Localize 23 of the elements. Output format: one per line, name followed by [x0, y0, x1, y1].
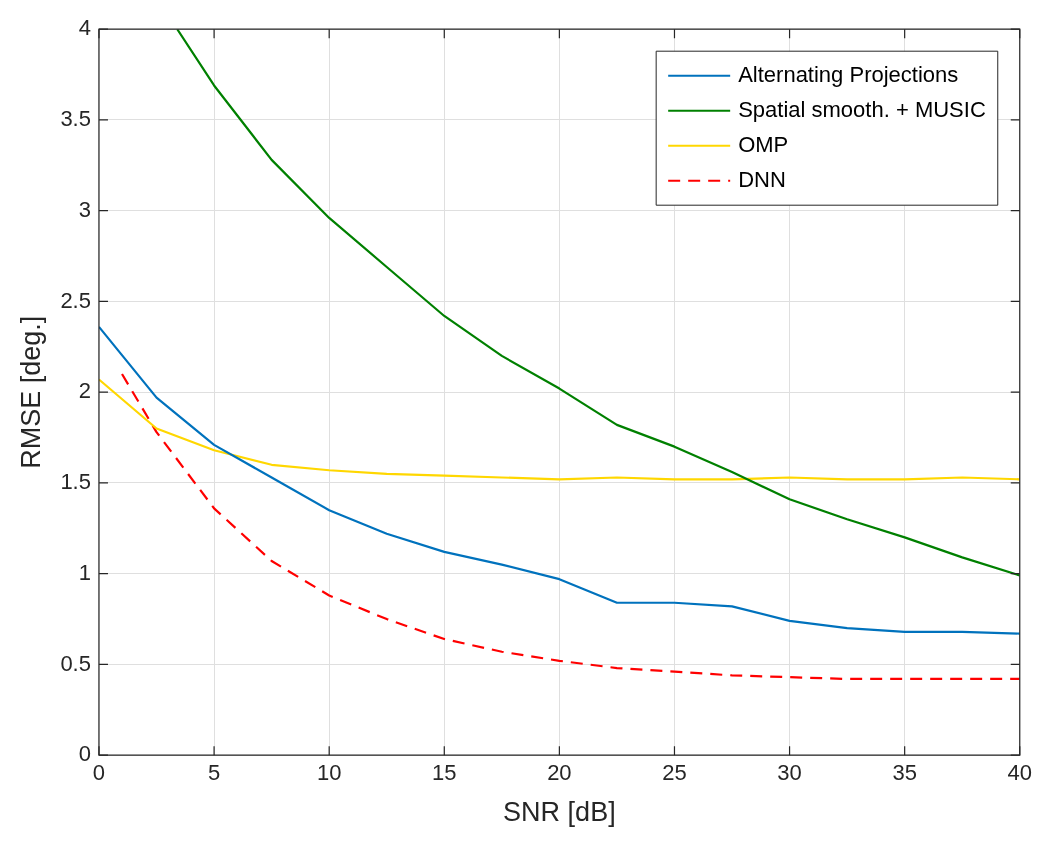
y-tick-label: 3.5	[60, 106, 91, 132]
legend-label: DNN	[738, 166, 786, 192]
y-tick-label: 0.5	[60, 650, 91, 676]
y-tick-label: 2	[78, 378, 91, 404]
x-axis-title: SNR [dB]	[503, 797, 616, 828]
y-tick-label: 1.5	[60, 469, 91, 495]
legend-label: Alternating Projections	[738, 61, 959, 87]
y-tick-label: 1	[78, 559, 91, 585]
x-tick-label: 35	[892, 760, 917, 786]
legend-label: OMP	[738, 131, 789, 157]
y-tick-label: 4	[78, 15, 91, 41]
x-tick-label: 15	[432, 760, 457, 786]
x-tick-label: 5	[207, 760, 221, 786]
y-tick-label: 0	[78, 741, 91, 767]
legend-label: Spatial smooth. + MUSIC	[738, 96, 986, 122]
x-tick-label: 10	[316, 760, 342, 786]
y-tick-label: 3	[78, 196, 91, 222]
x-tick-label: 30	[777, 760, 802, 786]
x-tick-label: 25	[662, 760, 687, 786]
y-tick-label: 2.5	[60, 287, 91, 313]
y-axis-title: RMSE [deg.]	[15, 315, 46, 469]
x-tick-label: 40	[1007, 760, 1033, 786]
x-tick-label: 20	[547, 760, 572, 786]
